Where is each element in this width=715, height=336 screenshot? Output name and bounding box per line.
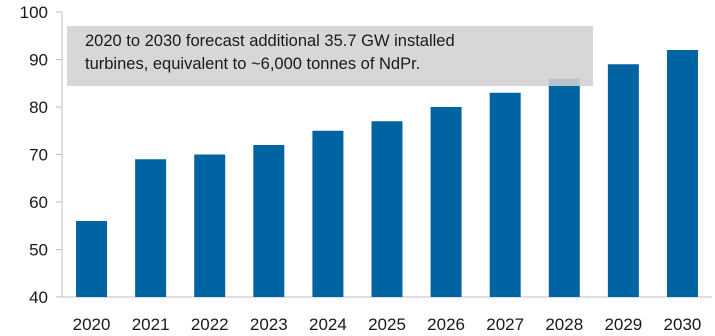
x-tick-label: 2021 (132, 315, 170, 334)
bars (76, 50, 698, 297)
bar-2022 (194, 154, 226, 297)
bar-2023 (253, 145, 285, 297)
x-tick-label: 2023 (250, 315, 288, 334)
bar-2021 (135, 159, 167, 297)
x-tick-label: 2027 (486, 315, 524, 334)
y-tick-label: 70 (29, 146, 48, 165)
bar-2026 (430, 107, 462, 297)
y-axis: 40 50 60 70 80 90 100 (20, 3, 63, 307)
annotation-line-2: turbines, equivalent to ~6,000 tonnes of… (85, 55, 421, 73)
y-tick-label: 80 (29, 98, 48, 117)
x-tick-label: 2028 (545, 315, 583, 334)
bar-2027 (489, 92, 521, 297)
annotation-line-1: 2020 to 2030 forecast additional 35.7 GW… (85, 32, 455, 50)
forecast-annotation: 2020 to 2030 forecast additional 35.7 GW… (67, 26, 593, 86)
x-tick-label: 2026 (427, 315, 465, 334)
x-tick-label: 2024 (309, 315, 347, 334)
y-tick-label: 90 (29, 51, 48, 70)
y-tick-label: 50 (29, 241, 48, 260)
y-tick-label: 100 (20, 3, 48, 22)
x-tick-label: 2030 (664, 315, 702, 334)
bar-2030 (666, 50, 698, 297)
bar-2020 (76, 221, 108, 297)
x-tick-label: 2022 (191, 315, 229, 334)
bar-2025 (371, 121, 403, 297)
bar-2028 (548, 78, 580, 297)
x-tick-label: 2020 (73, 315, 111, 334)
bar-2024 (312, 130, 344, 297)
x-axis: 2020 2021 2022 2023 2024 2025 2026 2027 2028 2029… (62, 296, 712, 334)
x-tick-label: 2025 (368, 315, 406, 334)
y-tick-label: 60 (29, 193, 48, 212)
x-tick-label: 2029 (604, 315, 642, 334)
y-tick-label: 40 (29, 288, 48, 307)
bar-2029 (607, 64, 639, 297)
